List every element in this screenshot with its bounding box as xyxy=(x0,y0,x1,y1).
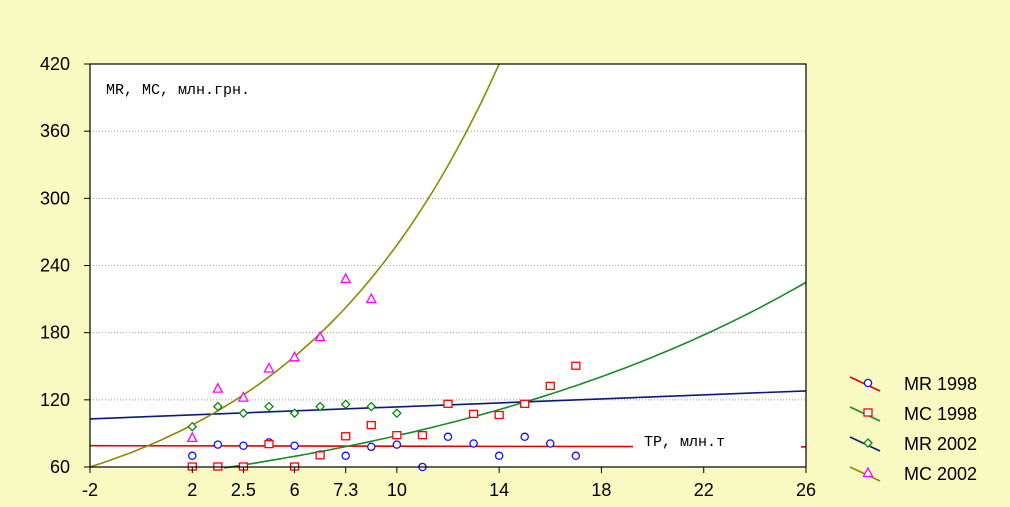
data-point-mr2002 xyxy=(289,408,300,419)
data-point-mr1998 xyxy=(469,439,478,448)
y-tick-label: 60 xyxy=(50,457,70,477)
data-point-mc1998 xyxy=(341,432,351,441)
x-tick-label: 14 xyxy=(489,480,509,500)
data-points xyxy=(186,272,581,472)
legend-marker-mc1998 xyxy=(863,408,873,417)
data-point-mc2002 xyxy=(288,350,301,362)
data-point-mr2002 xyxy=(366,401,377,412)
data-point-mc2002 xyxy=(263,362,275,373)
x-tick-label: 26 xyxy=(796,480,816,500)
data-point-mr1998 xyxy=(392,440,402,449)
legend-marker-mc2002 xyxy=(862,466,874,478)
x-axis-ticks: -2 2 2.5 6 7.3 10 14 18 22 26 xyxy=(82,467,816,500)
data-point-mc2002 xyxy=(314,330,326,342)
data-point-mc2002 xyxy=(212,382,224,393)
legend-label-mr1998: MR 1998 xyxy=(904,374,977,394)
x-tick-label: 10 xyxy=(387,480,407,500)
y-tick-label: 300 xyxy=(40,188,70,208)
legend-marker-mr2002 xyxy=(863,438,873,448)
y-tick-label: 180 xyxy=(40,323,70,343)
x-tick-label: 2.5 xyxy=(231,480,256,500)
data-point-mr2002 xyxy=(238,408,249,419)
data-point-mr1998 xyxy=(443,432,453,442)
data-point-mc1998 xyxy=(315,451,325,460)
x-tick-label: 2 xyxy=(187,480,197,500)
x-axis-label-bg xyxy=(633,428,801,454)
data-point-mc1998 xyxy=(494,410,504,420)
data-point-mc2002 xyxy=(186,431,198,443)
data-point-mc1998 xyxy=(571,361,581,370)
data-point-mr1998 xyxy=(520,432,529,442)
legend-marker-mr1998 xyxy=(863,378,873,388)
data-point-mr1998 xyxy=(290,441,299,450)
y-axis-label: MR, MC, млн.грн. xyxy=(106,82,250,99)
legend-label-mc1998: MC 1998 xyxy=(904,404,977,424)
x-tick-label: 22 xyxy=(694,480,714,500)
data-point-mr1998 xyxy=(367,442,376,452)
data-point-mr1998 xyxy=(341,451,350,461)
data-point-mc1998 xyxy=(366,420,376,430)
data-point-mr1998 xyxy=(571,451,581,461)
data-point-mr1998 xyxy=(546,439,555,448)
legend: MR 1998 MC 1998 MR 2002 MC 2002 xyxy=(849,374,977,484)
data-point-mc2002 xyxy=(340,272,352,284)
y-tick-label: 240 xyxy=(40,256,70,276)
x-tick-label: 7.3 xyxy=(333,480,358,500)
data-point-mc1998 xyxy=(545,381,555,391)
y-tick-label: 360 xyxy=(40,121,70,141)
data-point-mr1998 xyxy=(188,451,197,461)
y-tick-label: 420 xyxy=(40,54,70,74)
data-point-mc1998 xyxy=(392,431,402,440)
data-point-mr1998 xyxy=(494,451,504,461)
data-point-mc1998 xyxy=(468,409,479,419)
data-point-mr2002 xyxy=(212,401,223,412)
x-axis-label: TP, млн.т xyxy=(644,434,725,451)
data-point-mc1998 xyxy=(264,439,274,449)
data-point-mc1998 xyxy=(417,431,428,440)
data-point-mc2002 xyxy=(237,391,250,402)
y-tick-label: 120 xyxy=(40,390,70,410)
data-point-mr2002 xyxy=(187,421,198,432)
data-point-mr2002 xyxy=(264,401,274,412)
data-point-mr2002 xyxy=(391,408,402,419)
legend-label-mc2002: MC 2002 xyxy=(904,464,977,484)
data-point-mr1998 xyxy=(213,440,223,449)
y-axis-ticks: 60 120 180 240 300 360 420 xyxy=(40,54,90,477)
data-point-mr1998 xyxy=(239,441,248,450)
data-point-mc1998 xyxy=(443,399,453,408)
x-tick-label: -2 xyxy=(82,480,98,500)
data-point-mc2002 xyxy=(365,292,377,304)
legend-label-mr2002: MR 2002 xyxy=(904,434,977,454)
fit-line-mr1998 xyxy=(89,444,640,448)
data-point-mr2002 xyxy=(340,399,351,410)
data-point-mc1998 xyxy=(520,399,530,408)
data-point-mr2002 xyxy=(315,401,326,412)
x-tick-label: 6 xyxy=(290,480,300,500)
x-tick-label: 18 xyxy=(591,480,611,500)
